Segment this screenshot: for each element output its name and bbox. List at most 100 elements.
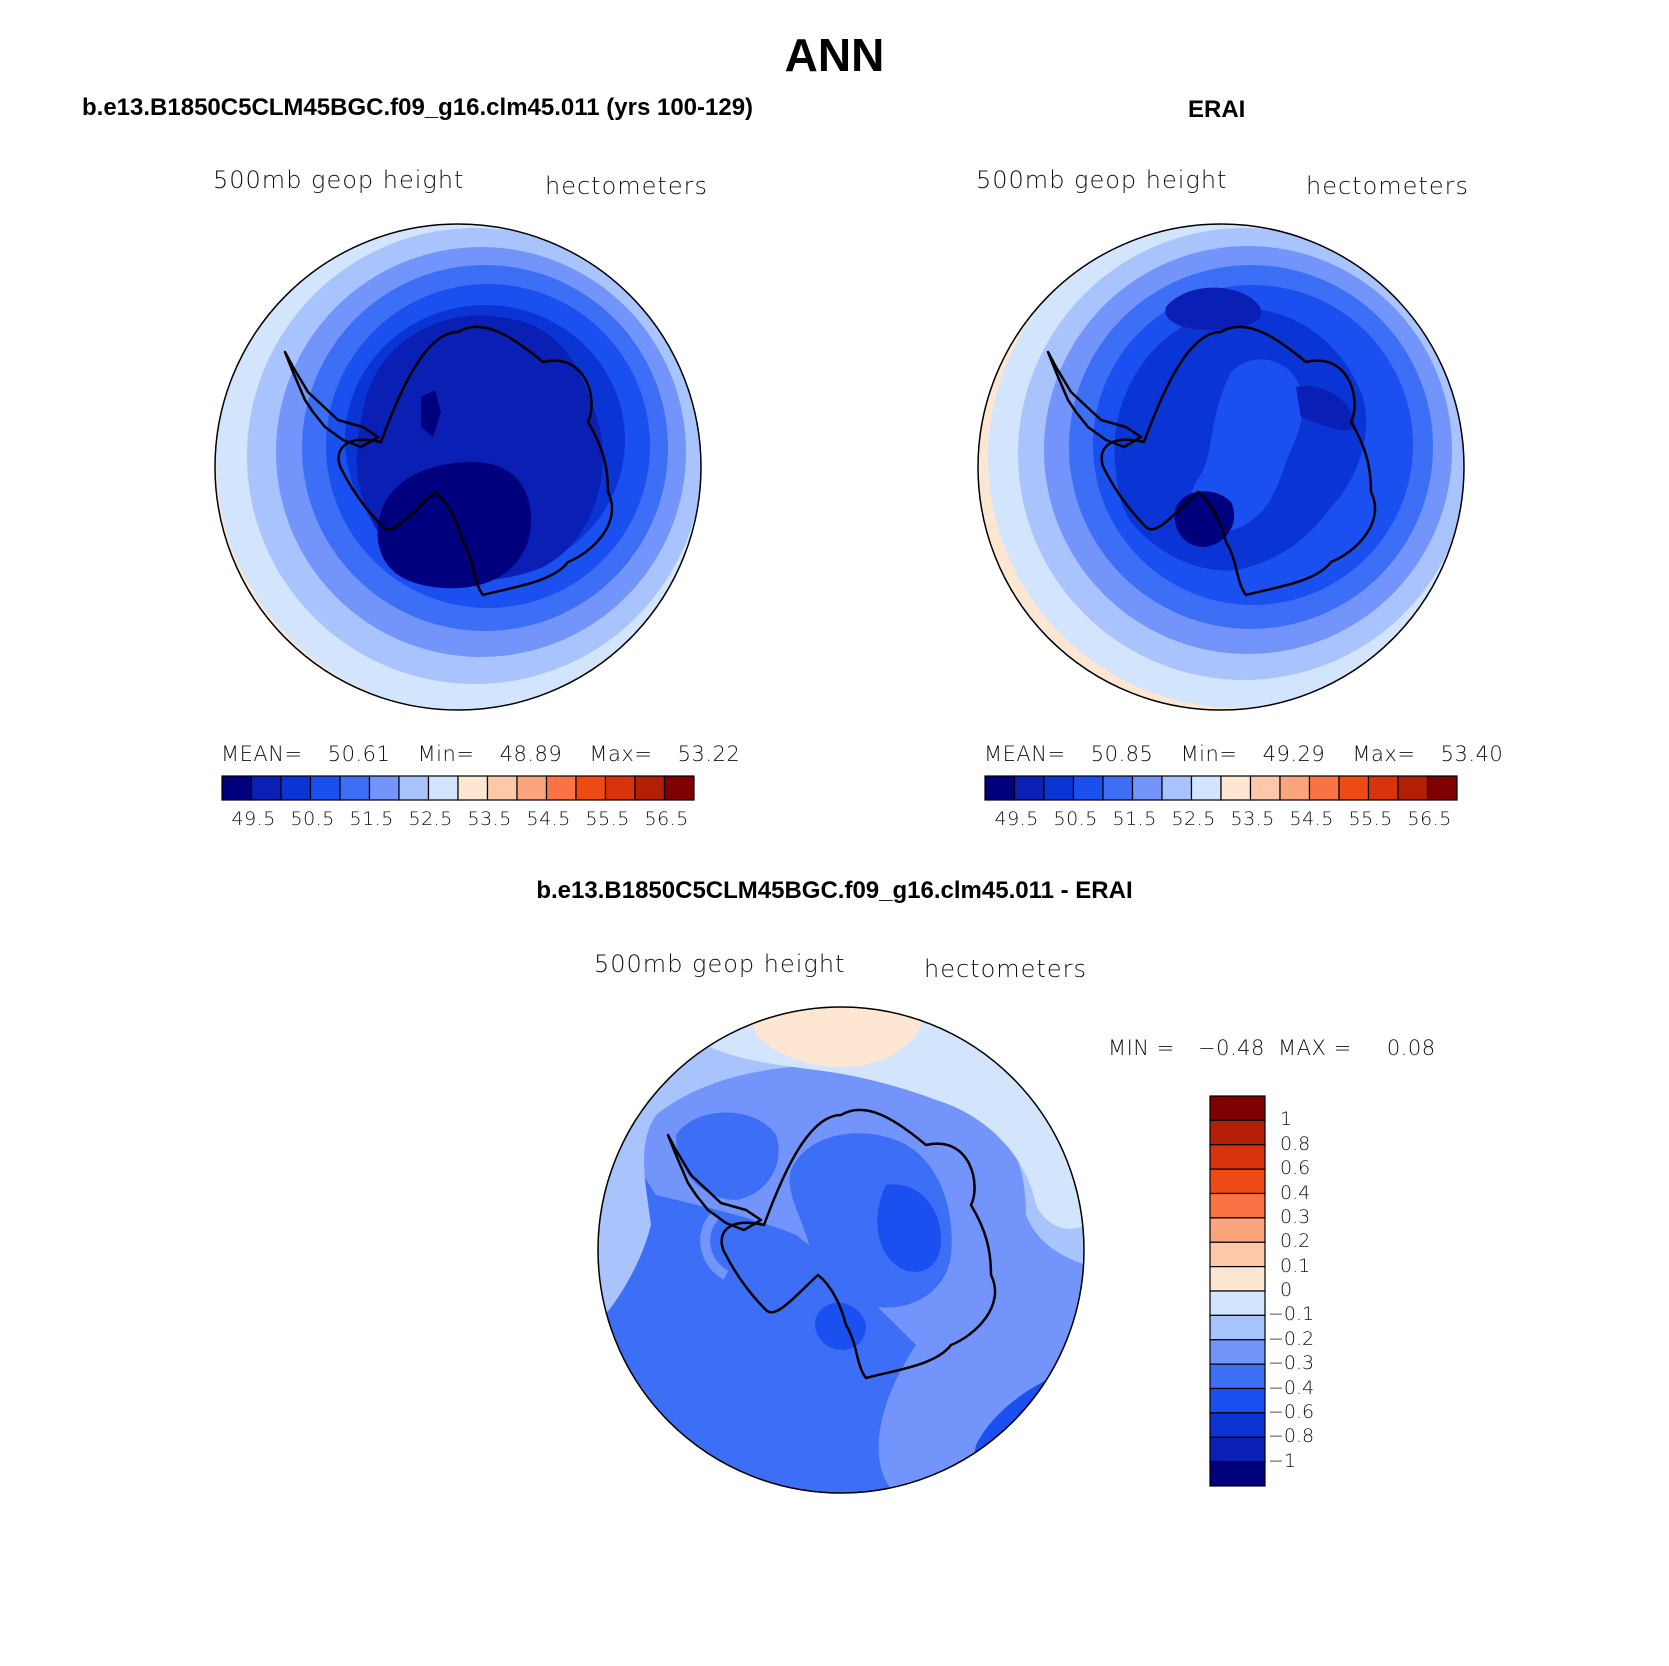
diff-stats: MIN = −0.48 MAX = 0.08 xyxy=(1108,1036,1436,1060)
colorbar-swatch xyxy=(250,775,282,801)
obs-mean-value: 50.85 xyxy=(1090,742,1154,766)
model-colorbar xyxy=(221,775,695,801)
colorbar-swatch xyxy=(1209,1412,1266,1438)
colorbar-swatch xyxy=(984,775,1016,801)
colorbar-tick-label: 51.5 xyxy=(1112,808,1157,830)
diff-min-value: −0.48 xyxy=(1197,1036,1265,1060)
diff-panel-title: b.e13.B1850C5CLM45BGC.f09_g16.clm45.011 … xyxy=(536,877,1133,904)
figure-title: ANN xyxy=(784,29,885,81)
colorbar-swatch xyxy=(280,775,312,801)
colorbar-tick-label: 0.8 xyxy=(1280,1132,1311,1155)
colorbar-swatch xyxy=(1209,1461,1266,1487)
obs-min-label: Min= xyxy=(1180,742,1238,766)
colorbar-swatch xyxy=(1209,1192,1266,1219)
model-mean-label: MEAN= xyxy=(221,742,303,766)
obs-min-value: 49.29 xyxy=(1262,742,1326,766)
colorbar-tick-label: 55.5 xyxy=(585,808,630,830)
colorbar-swatch xyxy=(398,775,430,801)
colorbar-tick-label: 50.5 xyxy=(1053,808,1098,830)
model-max-value: 53.22 xyxy=(677,742,741,766)
colorbar-swatch xyxy=(339,775,371,801)
colorbar-swatch xyxy=(1209,1095,1266,1121)
obs-colorbar-labels: 49.5 50.5 51.5 52.5 53.5 54.5 55.5 56.5 xyxy=(984,808,1458,832)
diff-colorbar-labels: 1 0.8 0.6 0.4 0.3 0.2 0.1 0 −0.1 −0.2 −0.3 −0.4 −0.6… xyxy=(1268,1095,1348,1487)
colorbar-swatch xyxy=(1249,775,1281,801)
colorbar-swatch xyxy=(604,775,636,801)
colorbar-swatch xyxy=(368,775,400,801)
colorbar-swatch xyxy=(1338,775,1370,801)
colorbar-swatch xyxy=(1190,775,1222,801)
colorbar-swatch xyxy=(1102,775,1134,801)
colorbar-swatch xyxy=(1131,775,1163,801)
diff-polar-map xyxy=(597,1006,1085,1494)
colorbar-swatch xyxy=(1013,775,1045,801)
obs-panel-title: ERAI xyxy=(1188,96,1246,123)
colorbar-tick-label: −0.2 xyxy=(1268,1327,1315,1350)
colorbar-tick-label: −0.6 xyxy=(1268,1400,1315,1423)
colorbar-swatch xyxy=(457,775,489,801)
diff-units-label: hectometers xyxy=(924,955,1087,983)
colorbar-swatch xyxy=(486,775,518,801)
colorbar-swatch xyxy=(1209,1314,1266,1341)
colorbar-tick-label: 1 xyxy=(1280,1108,1293,1131)
colorbar-swatch xyxy=(1397,775,1429,801)
colorbar-swatch xyxy=(1072,775,1104,801)
colorbar-tick-label: 49.5 xyxy=(994,808,1039,830)
colorbar-swatch xyxy=(634,775,666,801)
model-units-label: hectometers xyxy=(545,172,708,200)
colorbar-tick-label: 54.5 xyxy=(1289,808,1334,830)
colorbar-tick-label: 0 xyxy=(1280,1279,1293,1301)
obs-polar-map xyxy=(977,223,1465,711)
colorbar-swatch xyxy=(309,775,341,801)
colorbar-swatch xyxy=(1367,775,1399,801)
obs-max-label: Max= xyxy=(1352,742,1416,766)
colorbar-tick-label: 50.5 xyxy=(290,808,335,830)
colorbar-tick-label: 51.5 xyxy=(349,808,394,830)
model-stats: MEAN= 50.61 Min= 48.89 Max= 53.22 xyxy=(221,742,740,766)
diff-min-label: MIN = xyxy=(1108,1036,1175,1060)
model-variable-label: 500mb geop height xyxy=(213,166,465,194)
colorbar-tick-label: −0.3 xyxy=(1268,1352,1315,1375)
colorbar-tick-label: 55.5 xyxy=(1348,808,1393,830)
colorbar-swatch xyxy=(516,775,548,801)
colorbar-swatch xyxy=(1279,775,1311,801)
colorbar-swatch xyxy=(1308,775,1340,801)
colorbar-swatch xyxy=(1209,1168,1266,1195)
colorbar-swatch xyxy=(1209,1339,1266,1365)
colorbar-swatch xyxy=(1161,775,1193,801)
colorbar-swatch xyxy=(1209,1217,1266,1243)
colorbar-tick-label: −1 xyxy=(1268,1449,1297,1472)
colorbar-tick-label: 0.2 xyxy=(1280,1230,1311,1253)
obs-colorbar xyxy=(984,775,1458,801)
colorbar-tick-label: 49.5 xyxy=(231,808,276,830)
diff-variable-label: 500mb geop height xyxy=(594,950,846,978)
colorbar-swatch xyxy=(1209,1144,1266,1170)
colorbar-tick-label: 54.5 xyxy=(526,808,571,830)
colorbar-tick-label: 0.4 xyxy=(1280,1181,1311,1204)
colorbar-swatch xyxy=(545,775,577,801)
colorbar-swatch xyxy=(1209,1387,1266,1414)
colorbar-swatch xyxy=(1220,775,1252,801)
colorbar-swatch xyxy=(1209,1363,1266,1390)
obs-max-value: 53.40 xyxy=(1440,742,1504,766)
colorbar-swatch xyxy=(663,775,695,801)
model-mean-value: 50.61 xyxy=(327,742,391,766)
colorbar-swatch xyxy=(575,775,607,801)
model-max-label: Max= xyxy=(589,742,653,766)
colorbar-tick-label: 53.5 xyxy=(467,808,512,830)
obs-mean-label: MEAN= xyxy=(984,742,1066,766)
diff-max-label: MAX = xyxy=(1278,1036,1352,1060)
colorbar-swatch xyxy=(1209,1119,1266,1146)
model-panel-title: b.e13.B1850C5CLM45BGC.f09_g16.clm45.011 … xyxy=(82,94,754,121)
colorbar-tick-label: 53.5 xyxy=(1230,808,1275,830)
model-min-value: 48.89 xyxy=(499,742,563,766)
colorbar-tick-label: −0.4 xyxy=(1268,1376,1315,1399)
obs-units-label: hectometers xyxy=(1306,172,1469,200)
colorbar-tick-label: 0.6 xyxy=(1280,1157,1311,1180)
colorbar-tick-label: 52.5 xyxy=(1171,808,1216,830)
obs-variable-label: 500mb geop height xyxy=(976,166,1228,194)
model-colorbar-labels: 49.5 50.5 51.5 52.5 53.5 54.5 55.5 56.5 xyxy=(221,808,695,832)
colorbar-swatch xyxy=(1043,775,1075,801)
colorbar-swatch xyxy=(1209,1436,1266,1463)
colorbar-swatch xyxy=(1209,1266,1266,1292)
